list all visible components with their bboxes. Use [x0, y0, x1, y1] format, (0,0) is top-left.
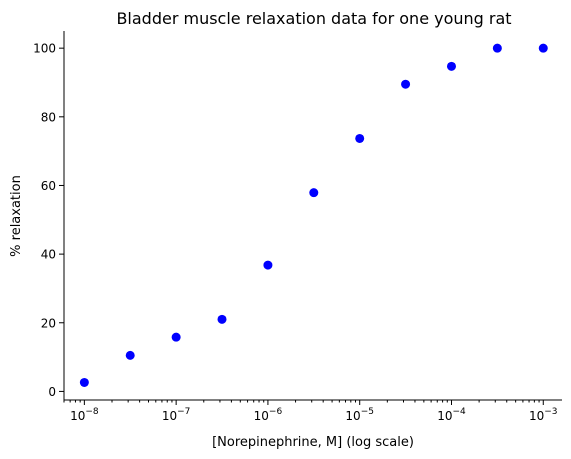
y-tick-label: 60	[41, 179, 56, 193]
data-point	[355, 134, 364, 143]
data-point	[539, 44, 548, 53]
x-tick-label: 10−3	[529, 407, 558, 423]
x-tick-label: 10−7	[162, 407, 191, 423]
y-tick-label: 20	[41, 316, 56, 330]
y-tick-label: 100	[33, 42, 56, 56]
data-point	[309, 188, 318, 197]
data-point	[493, 44, 502, 53]
data-point	[80, 378, 89, 387]
y-tick-label: 80	[41, 110, 56, 124]
y-tick-label: 0	[48, 385, 56, 399]
data-point	[401, 80, 410, 89]
y-axis-label: % relaxation	[9, 175, 24, 257]
data-point	[172, 333, 181, 342]
x-axis-ticks: 10−8 10−7 10−6 10−5 10−4 10−3	[64, 400, 558, 423]
x-tick-label: 10−6	[254, 407, 283, 423]
y-tick-label: 40	[41, 248, 56, 262]
chart-title: Bladder muscle relaxation data for one y…	[116, 9, 511, 28]
data-point	[263, 261, 272, 270]
x-tick-label: 10−8	[70, 407, 99, 423]
x-tick-label: 10−4	[437, 407, 466, 423]
data-points	[80, 44, 548, 387]
data-point	[218, 315, 227, 324]
y-axis-ticks: 0 20 40 60 80 100	[33, 42, 64, 399]
data-point	[126, 351, 135, 360]
x-tick-label: 10−5	[345, 407, 374, 423]
x-axis-label: [Norepinephrine, M] (log scale)	[212, 435, 414, 450]
data-point	[447, 62, 456, 71]
